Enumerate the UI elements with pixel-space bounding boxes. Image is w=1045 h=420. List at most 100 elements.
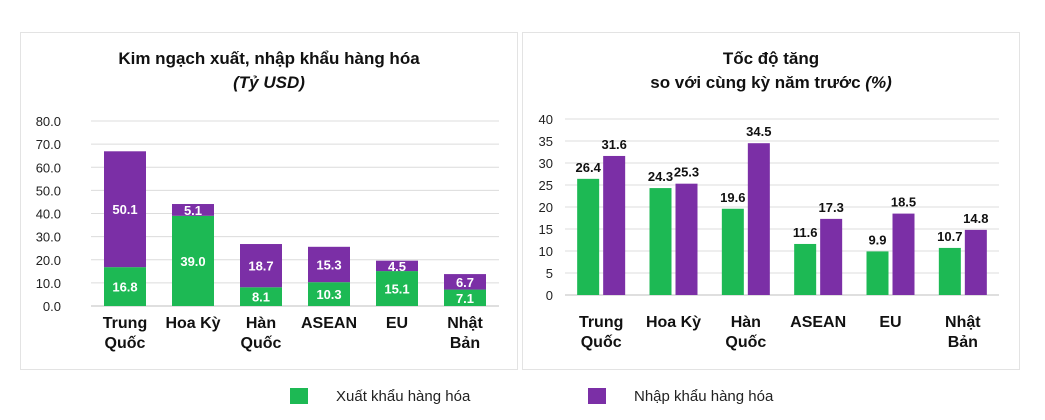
left-bar-export <box>104 267 146 306</box>
right-data-label-import: 25.3 <box>674 165 699 180</box>
right-bar-export <box>577 178 600 295</box>
left-data-label-export: 7.1 <box>456 291 474 306</box>
right-y-tick-label: 5 <box>546 266 553 281</box>
right-data-label-import: 14.8 <box>963 211 988 226</box>
left-data-label-import: 50.1 <box>112 202 137 217</box>
left-y-tick-label: 60.0 <box>36 160 61 175</box>
left-bar-import <box>308 246 350 283</box>
legend-import-swatch <box>588 388 606 404</box>
left-bar-import <box>376 260 418 272</box>
left-x-tick-label: ASEAN <box>301 315 357 332</box>
right-data-label-import: 34.5 <box>746 124 771 139</box>
left-bar-import <box>104 151 146 268</box>
right-chart-panel: Tốc độ tăng so với cùng kỳ năm trước (%)… <box>522 32 1020 370</box>
right-y-tick-label: 20 <box>539 200 553 215</box>
right-data-label-import: 17.3 <box>819 200 844 215</box>
right-chart-svg: 0 5 10 15 20 25 30 35 40 26.431.6 Trung Quốc 24.3 25.… <box>539 112 999 351</box>
left-bar-import <box>172 204 214 216</box>
right-chart-title-line2: so với cùng kỳ năm trước <box>650 73 861 92</box>
left-chart-svg: 0.0 10.0 20.0 30.0 40.0 50.0 60.0 70.0 80.0 16.8 5… <box>36 114 499 352</box>
right-bar-import <box>820 218 843 295</box>
left-chart-title-text: Kim ngạch xuất, nhập khẩu hàng hóa <box>118 49 420 68</box>
left-y-tick-label: 40.0 <box>36 207 61 222</box>
right-x-tick-label: Trung <box>579 314 623 331</box>
left-data-label-export: 10.3 <box>316 287 341 302</box>
left-chart-panel: Kim ngạch xuất, nhập khẩu hàng hóa (Tỷ U… <box>20 32 518 370</box>
legend-export-label: Xuất khẩu hàng hóa <box>336 387 471 405</box>
right-bar-import <box>603 155 626 295</box>
right-x-tick-label: Hàn <box>731 314 761 331</box>
right-y-tick-label: 10 <box>539 244 553 259</box>
right-bar-import <box>747 143 770 295</box>
right-x-tick-label: Hoa Kỳ <box>646 314 701 331</box>
left-data-label-export: 16.8 <box>112 280 137 295</box>
left-x-tick-label: Hoa Kỳ <box>165 315 220 332</box>
right-chart-title-line1: Tốc độ tăng <box>722 49 820 68</box>
right-y-tick-label: 40 <box>539 112 553 127</box>
left-x-tick-label: Hàn <box>246 315 276 332</box>
left-data-label-import: 15.3 <box>316 257 341 272</box>
right-chart-title-2: so với cùng kỳ năm trước (%) <box>523 73 1019 93</box>
right-bar-export <box>938 247 961 295</box>
left-data-label-import: 5.1 <box>184 203 202 218</box>
left-bar-export <box>308 282 350 306</box>
right-data-label-export: 10.7 <box>937 229 962 244</box>
left-y-tick-label: 50.0 <box>36 183 61 198</box>
left-x-tick-label: Trung <box>103 315 147 332</box>
right-data-label-export: 11.6 <box>793 225 818 240</box>
left-bar-export <box>376 271 418 306</box>
right-bar-import <box>892 213 915 295</box>
right-bar-import <box>964 229 987 295</box>
right-x-tick-label: ASEAN <box>790 314 846 331</box>
right-x-tick-label: Quốc <box>725 334 766 351</box>
right-bar-export <box>721 208 744 295</box>
right-data-label-export: 9.9 <box>868 232 886 247</box>
left-x-tick-label: EU <box>386 315 408 332</box>
right-y-tick-label: 15 <box>539 222 553 237</box>
left-chart-subtitle-text: (Tỷ USD) <box>233 73 305 92</box>
right-chart-title-unit: (%) <box>865 73 892 92</box>
left-y-tick-label: 30.0 <box>36 230 61 245</box>
left-data-label-export: 15.1 <box>384 282 409 297</box>
right-y-tick-label: 35 <box>539 134 553 149</box>
left-bar-export <box>172 215 214 306</box>
left-y-tick-label: 70.0 <box>36 137 61 152</box>
right-bar-export <box>866 251 889 295</box>
left-y-tick-label: 80.0 <box>36 114 61 129</box>
right-bar-export <box>794 243 817 295</box>
legend-export: Xuất khẩu hàng hóa <box>290 386 470 406</box>
right-data-label-import: 31.6 <box>602 137 627 152</box>
left-x-tick-label: Nhật <box>447 315 483 332</box>
legend-import: Nhập khẩu hàng hóa <box>588 386 773 406</box>
right-data-label-export: 26.4 <box>576 160 602 175</box>
left-data-label-import: 4.5 <box>388 259 406 274</box>
left-data-label-import: 18.7 <box>248 259 273 274</box>
left-y-tick-label: 10.0 <box>36 276 61 291</box>
left-data-label-export: 8.1 <box>252 290 270 305</box>
left-x-tick-label: Bản <box>450 335 480 352</box>
legend-export-swatch <box>290 388 308 404</box>
left-bar-export <box>444 289 486 306</box>
right-x-tick-label: EU <box>879 314 901 331</box>
left-data-label-import: 6.7 <box>456 275 474 290</box>
right-bar-export <box>649 188 672 295</box>
left-data-label-export: 39.0 <box>180 254 205 269</box>
left-y-tick-label: 0.0 <box>43 299 61 314</box>
left-y-tick-label: 20.0 <box>36 253 61 268</box>
right-x-tick-label: Quốc <box>581 334 622 351</box>
left-x-tick-label: Quốc <box>241 335 282 352</box>
right-data-label-export: 19.6 <box>720 190 745 205</box>
right-x-tick-label: Nhật <box>945 314 981 331</box>
right-x-tick-label: Bản <box>948 334 978 351</box>
right-y-tick-label: 30 <box>539 156 553 171</box>
right-y-tick-label: 25 <box>539 178 553 193</box>
right-data-label-import: 18.5 <box>891 195 916 210</box>
right-y-tick-label: 0 <box>546 288 553 303</box>
legend-import-label: Nhập khẩu hàng hóa <box>634 387 774 405</box>
left-bar-import <box>444 274 486 290</box>
left-bar-import <box>240 244 282 288</box>
left-chart-subtitle: (Tỷ USD) <box>21 73 517 93</box>
right-data-label-export: 24.3 <box>648 169 673 184</box>
left-bar-export <box>240 287 282 306</box>
left-chart-title: Kim ngạch xuất, nhập khẩu hàng hóa <box>21 49 517 69</box>
